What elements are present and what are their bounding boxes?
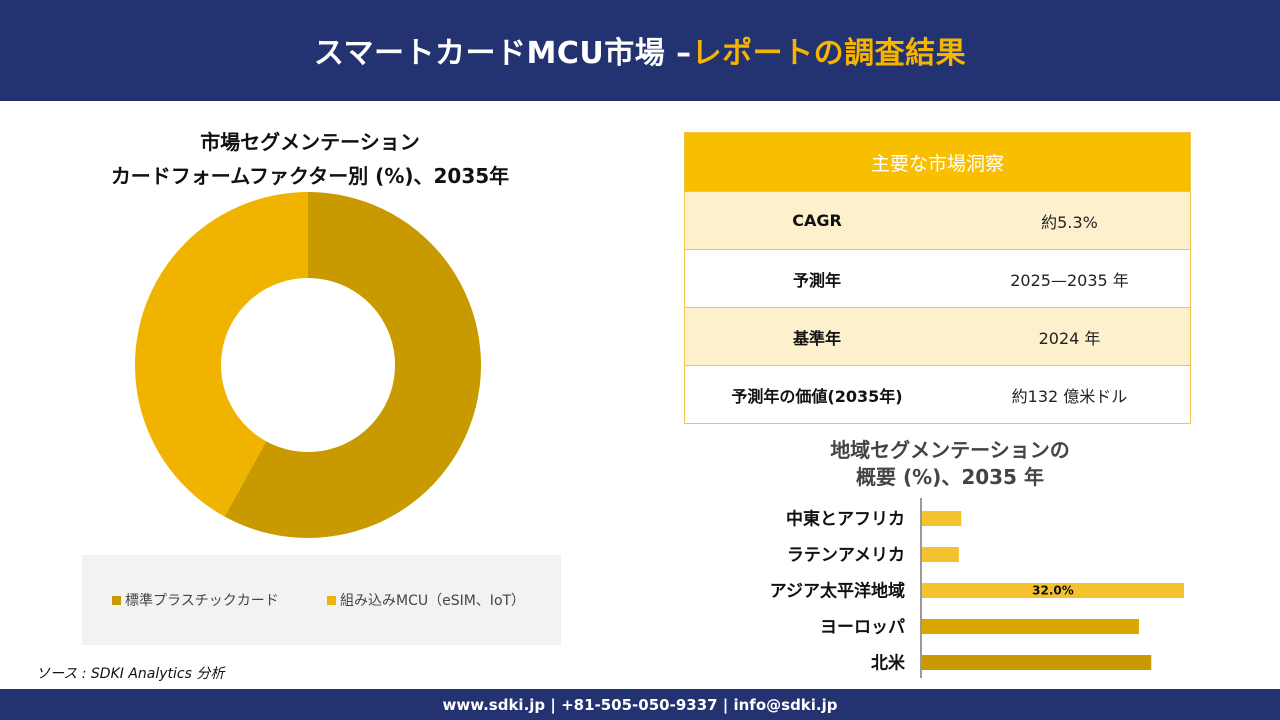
insights-header: 主要な市場洞察 bbox=[685, 133, 1190, 191]
insight-value: 2024 年 bbox=[1038, 328, 1101, 348]
legend-label-embedded-mcu: 組み込みMCU（eSIM、IoT） bbox=[340, 593, 526, 609]
bar-region-0 bbox=[922, 511, 962, 526]
bar-region-4 bbox=[922, 655, 1152, 670]
market-insights-table: 主要な市場洞察 CAGR 約5.3% 予測年 2025—2035 年 基準年 2… bbox=[684, 132, 1191, 424]
insight-value: 約132 億米ドル bbox=[1011, 386, 1128, 406]
top-banner: スマートカードMCU市場 –レポートの調査結果 bbox=[0, 0, 1280, 101]
bar-chart-title-line1: 地域セグメンテーションの bbox=[830, 438, 1070, 462]
bar-category-label: アジア太平洋地域 bbox=[770, 581, 905, 602]
bar-category-label: 北米 bbox=[871, 653, 906, 674]
legend-item-plastic-card: 標準プラスチックカード bbox=[112, 590, 279, 610]
legend-swatch-plastic-card bbox=[112, 595, 121, 605]
report-title-accent: レポートの調査結果 bbox=[691, 36, 967, 71]
insight-label: 予測年 bbox=[792, 270, 841, 290]
insight-value: 約5.3% bbox=[1041, 212, 1098, 232]
legend-item-embedded-mcu: 組み込みMCU（eSIM、IoT） bbox=[327, 590, 525, 610]
insight-row-base-year: 基準年 2024 年 bbox=[685, 307, 1190, 365]
donut-chart-title-line1: 市場セグメンテーション bbox=[200, 130, 420, 154]
insight-label: 基準年 bbox=[792, 328, 841, 348]
donut-chart bbox=[135, 192, 482, 538]
insight-label: CAGR bbox=[792, 211, 842, 230]
donut-legend: 標準プラスチックカード 組み込みMCU（eSIM、IoT） bbox=[82, 555, 561, 645]
bar-data-label: 32.0% bbox=[1032, 584, 1074, 598]
source-note: ソース : SDKI Analytics 分析 bbox=[36, 666, 225, 682]
legend-swatch-embedded-mcu bbox=[327, 595, 336, 605]
insight-row-forecast-value: 予測年の価値(2035年) 約132 億米ドル bbox=[685, 365, 1190, 423]
insight-row-forecast-period: 予測年 2025—2035 年 bbox=[685, 249, 1190, 307]
bar-category-label: ラテンアメリカ bbox=[787, 546, 905, 566]
insight-row-cagr: CAGR 約5.3% bbox=[685, 191, 1190, 249]
insight-value: 2025—2035 年 bbox=[1010, 270, 1129, 290]
legend-label-plastic-card: 標準プラスチックカード bbox=[125, 593, 279, 609]
bar-region-3 bbox=[922, 619, 1139, 634]
bar-region-2 bbox=[922, 583, 1184, 598]
insight-label: 予測年の価値(2035年) bbox=[731, 386, 903, 406]
report-title-main: スマートカードMCU市場 – bbox=[313, 36, 692, 71]
bar-category-label: ヨーロッパ bbox=[820, 618, 905, 638]
report-title: スマートカードMCU市場 –レポートの調査結果 bbox=[0, 28, 1280, 72]
donut-chart-title-line2: カードフォームファクター別 (%)、2035年 bbox=[110, 164, 510, 188]
bar-region-1 bbox=[922, 547, 959, 562]
contact-footer: www.sdki.jp | +81-505-050-9337 | info@sd… bbox=[0, 689, 1280, 720]
donut-slice-embedded-mcu bbox=[135, 192, 308, 517]
footer-contact-text: www.sdki.jp | +81-505-050-9337 | info@sd… bbox=[442, 695, 838, 714]
bar-category-label: 中東とアフリカ bbox=[786, 509, 905, 530]
bar-chart-title-line2: 概要 (%)、2035 年 bbox=[856, 465, 1044, 489]
donut-slice-plastic-card bbox=[224, 192, 482, 538]
